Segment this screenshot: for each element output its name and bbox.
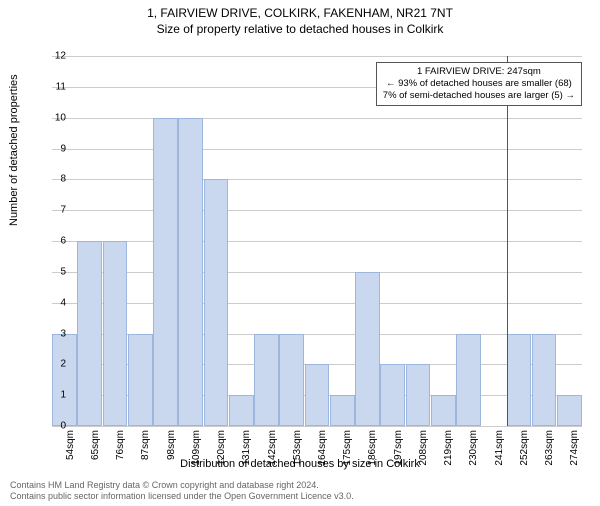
bar <box>153 118 178 426</box>
bar <box>507 334 532 427</box>
bar <box>178 118 203 426</box>
gridline <box>52 149 582 150</box>
y-tick: 2 <box>60 359 66 370</box>
x-tick: 109sqm <box>191 430 202 470</box>
bar <box>355 272 380 426</box>
annotation-line-3: 7% of semi-detached houses are larger (5… <box>383 90 575 102</box>
x-tick: 252sqm <box>519 430 530 470</box>
x-tick: 197sqm <box>393 430 404 470</box>
x-tick: 87sqm <box>140 430 151 470</box>
y-tick: 6 <box>60 236 66 247</box>
x-tick: 263sqm <box>544 430 555 470</box>
footer-line-2: Contains public sector information licen… <box>10 491 354 502</box>
bar <box>532 334 557 427</box>
gridline <box>52 272 582 273</box>
annotation-line-2: ← 93% of detached houses are smaller (68… <box>383 78 575 90</box>
title-sub: Size of property relative to detached ho… <box>0 22 600 36</box>
gridline <box>52 56 582 57</box>
x-tick: 131sqm <box>241 430 252 470</box>
footer: Contains HM Land Registry data © Crown c… <box>10 480 354 503</box>
y-tick: 10 <box>55 112 66 123</box>
y-tick: 3 <box>60 328 66 339</box>
bar <box>305 364 330 426</box>
footer-line-1: Contains HM Land Registry data © Crown c… <box>10 480 354 491</box>
bar <box>254 334 279 427</box>
gridline <box>52 179 582 180</box>
x-tick: 219sqm <box>443 430 454 470</box>
x-tick: 142sqm <box>267 430 278 470</box>
bar <box>456 334 481 427</box>
y-tick: 1 <box>60 390 66 401</box>
bar <box>279 334 304 427</box>
y-tick: 9 <box>60 143 66 154</box>
x-tick: 274sqm <box>569 430 580 470</box>
bar <box>77 241 102 426</box>
x-tick: 230sqm <box>468 430 479 470</box>
gridline <box>52 241 582 242</box>
y-tick: 11 <box>56 81 66 92</box>
y-tick: 5 <box>60 266 66 277</box>
bar <box>557 395 582 426</box>
gridline <box>52 210 582 211</box>
gridline <box>52 426 582 427</box>
marker-line <box>507 56 508 426</box>
x-tick: 186sqm <box>367 430 378 470</box>
x-tick: 208sqm <box>418 430 429 470</box>
x-tick: 164sqm <box>317 430 328 470</box>
x-tick: 153sqm <box>292 430 303 470</box>
bar <box>52 334 77 427</box>
x-tick: 175sqm <box>342 430 353 470</box>
y-tick: 4 <box>60 297 66 308</box>
gridline <box>52 118 582 119</box>
bar <box>103 241 128 426</box>
x-tick: 76sqm <box>115 430 126 470</box>
bar <box>330 395 355 426</box>
x-tick: 98sqm <box>166 430 177 470</box>
x-tick: 241sqm <box>494 430 505 470</box>
plot <box>52 56 582 426</box>
bar <box>380 364 405 426</box>
x-tick: 54sqm <box>65 430 76 470</box>
bar <box>128 334 153 427</box>
y-tick: 7 <box>60 205 66 216</box>
bar <box>204 179 229 426</box>
bar <box>431 395 456 426</box>
x-tick: 65sqm <box>90 430 101 470</box>
y-tick: 12 <box>55 51 66 62</box>
annotation-box: 1 FAIRVIEW DRIVE: 247sqm← 93% of detache… <box>376 62 582 106</box>
title-main: 1, FAIRVIEW DRIVE, COLKIRK, FAKENHAM, NR… <box>0 6 600 20</box>
y-axis-label: Number of detached properties <box>8 74 20 226</box>
gridline <box>52 303 582 304</box>
chart-area <box>52 56 582 426</box>
bar <box>229 395 254 426</box>
y-tick: 8 <box>60 174 66 185</box>
annotation-line-1: 1 FAIRVIEW DRIVE: 247sqm <box>383 66 575 78</box>
bar <box>406 364 431 426</box>
x-tick: 120sqm <box>216 430 227 470</box>
